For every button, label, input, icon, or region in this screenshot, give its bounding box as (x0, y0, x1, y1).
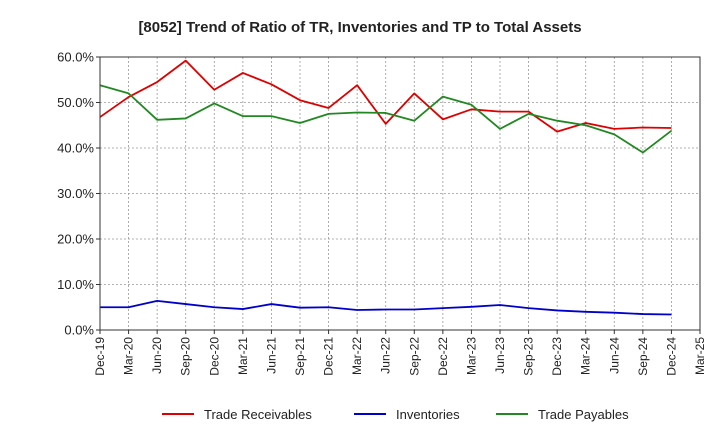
x-tick-label: Sep-21 (293, 337, 307, 376)
x-tick-label: Jun-21 (264, 337, 278, 374)
x-tick-label: Sep-22 (407, 337, 421, 376)
series-line-trade-payables (99, 84, 672, 154)
x-tick-label: Jun-23 (493, 337, 507, 374)
y-tick-label: 20.0% (57, 232, 94, 247)
legend-label: Inventories (396, 407, 460, 422)
x-tick-label: Mar-25 (693, 337, 707, 375)
y-axis-ticks: 0.0% 10.0% 20.0% 30.0% 40.0% 50.0% 60.0% (57, 50, 100, 338)
y-tick-label: 10.0% (57, 277, 94, 292)
x-tick-label: Sep-23 (522, 337, 536, 376)
grid (99, 56, 701, 331)
x-tick-label: Mar-22 (350, 337, 364, 375)
chart-title: [8052] Trend of Ratio of TR, Inventories… (138, 19, 581, 36)
x-tick-label: Mar-21 (236, 337, 250, 375)
x-tick-label: Dec-23 (550, 337, 564, 376)
x-tick-label: Mar-24 (579, 337, 593, 375)
legend-label: Trade Receivables (204, 407, 312, 422)
series-lines (99, 59, 672, 316)
x-tick-label: Sep-20 (179, 337, 193, 376)
series-line-inventories (100, 299, 672, 316)
y-tick-label: 40.0% (57, 141, 94, 156)
y-tick-label: 0.0% (64, 323, 94, 338)
y-tick-label: 30.0% (57, 186, 94, 201)
x-tick-label: Dec-22 (436, 337, 450, 376)
x-tick-label: Jun-24 (607, 337, 621, 374)
x-tick-label: Dec-20 (207, 337, 221, 376)
x-tick-label: Mar-23 (464, 337, 478, 375)
series-line-trade-receivables (99, 59, 672, 133)
legend-label: Trade Payables (538, 407, 629, 422)
x-tick-label: Jun-22 (379, 337, 393, 374)
y-tick-label: 60.0% (57, 50, 94, 65)
x-tick-label: Mar-20 (122, 337, 136, 375)
x-tick-label: Jun-20 (150, 337, 164, 374)
y-tick-label: 50.0% (57, 95, 94, 110)
x-tick-label: Dec-24 (664, 337, 678, 376)
x-tick-label: Dec-19 (93, 337, 107, 376)
x-tick-label: Dec-21 (322, 337, 336, 376)
x-axis-ticks: Dec-19 Mar-20 Jun-20 Sep-20 Dec-20 Mar-21 Jun-… (93, 330, 707, 376)
legend: Trade Receivables Inventories Trade Payabl… (162, 407, 629, 422)
plot-area-frame (99, 56, 701, 331)
x-tick-label: Sep-24 (636, 337, 650, 376)
